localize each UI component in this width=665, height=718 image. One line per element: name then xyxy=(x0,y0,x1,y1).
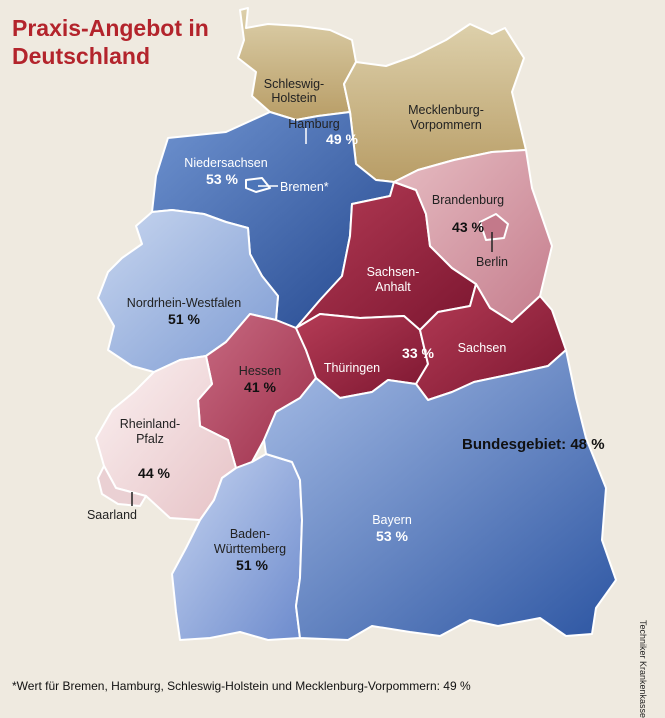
value-rheinland-pfalz: 44 % xyxy=(138,465,170,481)
state-saarland xyxy=(97,465,147,507)
label-sachsen-anhalt-2: Anhalt xyxy=(375,280,411,294)
label-sachsen-anhalt-1: Sachsen- xyxy=(367,265,420,279)
label-baden-wuerttemberg-1: Baden- xyxy=(230,527,270,541)
state-bremen xyxy=(245,177,271,193)
value-baden-wuerttemberg: 51 % xyxy=(236,557,268,573)
title-line-2: Deutschland xyxy=(12,43,151,69)
value-nordrhein-westfalen: 51 % xyxy=(168,311,200,327)
label-hessen: Hessen xyxy=(239,364,281,378)
national-average: Bundesgebiet: 48 % xyxy=(462,436,605,453)
label-berlin: Berlin xyxy=(476,255,508,269)
state-bayern xyxy=(263,349,617,641)
value-bayern: 53 % xyxy=(376,528,408,544)
label-schleswig-holstein-1: Schleswig- xyxy=(264,77,324,91)
label-rheinland-pfalz-2: Pfalz xyxy=(136,432,164,446)
label-schleswig-holstein-2: Holstein xyxy=(271,91,316,105)
value-brandenburg: 43 % xyxy=(452,219,484,235)
label-rheinland-pfalz-1: Rheinland- xyxy=(120,417,180,431)
state-berlin xyxy=(479,213,509,241)
title-line-1: Praxis-Angebot in xyxy=(12,15,209,41)
source-credit: Techniker Krankenkasse xyxy=(638,620,648,718)
value-niedersachsen: 53 % xyxy=(206,171,238,187)
value-east: 33 % xyxy=(402,345,434,361)
value-hessen: 41 % xyxy=(244,379,276,395)
label-saarland: Saarland xyxy=(87,508,137,522)
label-mecklenburg-vorpommern-1: Mecklenburg- xyxy=(408,103,484,117)
label-hamburg: Hamburg xyxy=(288,117,339,131)
label-sachsen: Sachsen xyxy=(458,341,507,355)
label-bayern: Bayern xyxy=(372,513,412,527)
label-bremen: Bremen* xyxy=(280,180,329,194)
label-brandenburg: Brandenburg xyxy=(432,193,504,207)
label-niedersachsen: Niedersachsen xyxy=(184,156,267,170)
label-thueringen: Thüringen xyxy=(324,361,380,375)
value-north: 49 % xyxy=(326,131,358,147)
map-title: Praxis-Angebot in Deutschland xyxy=(12,14,209,70)
label-baden-wuerttemberg-2: Württemberg xyxy=(214,542,286,556)
label-nordrhein-westfalen: Nordrhein-Westfalen xyxy=(127,296,241,310)
footnote: *Wert für Bremen, Hamburg, Schleswig-Hol… xyxy=(12,679,471,693)
label-mecklenburg-vorpommern-2: Vorpommern xyxy=(410,118,482,132)
